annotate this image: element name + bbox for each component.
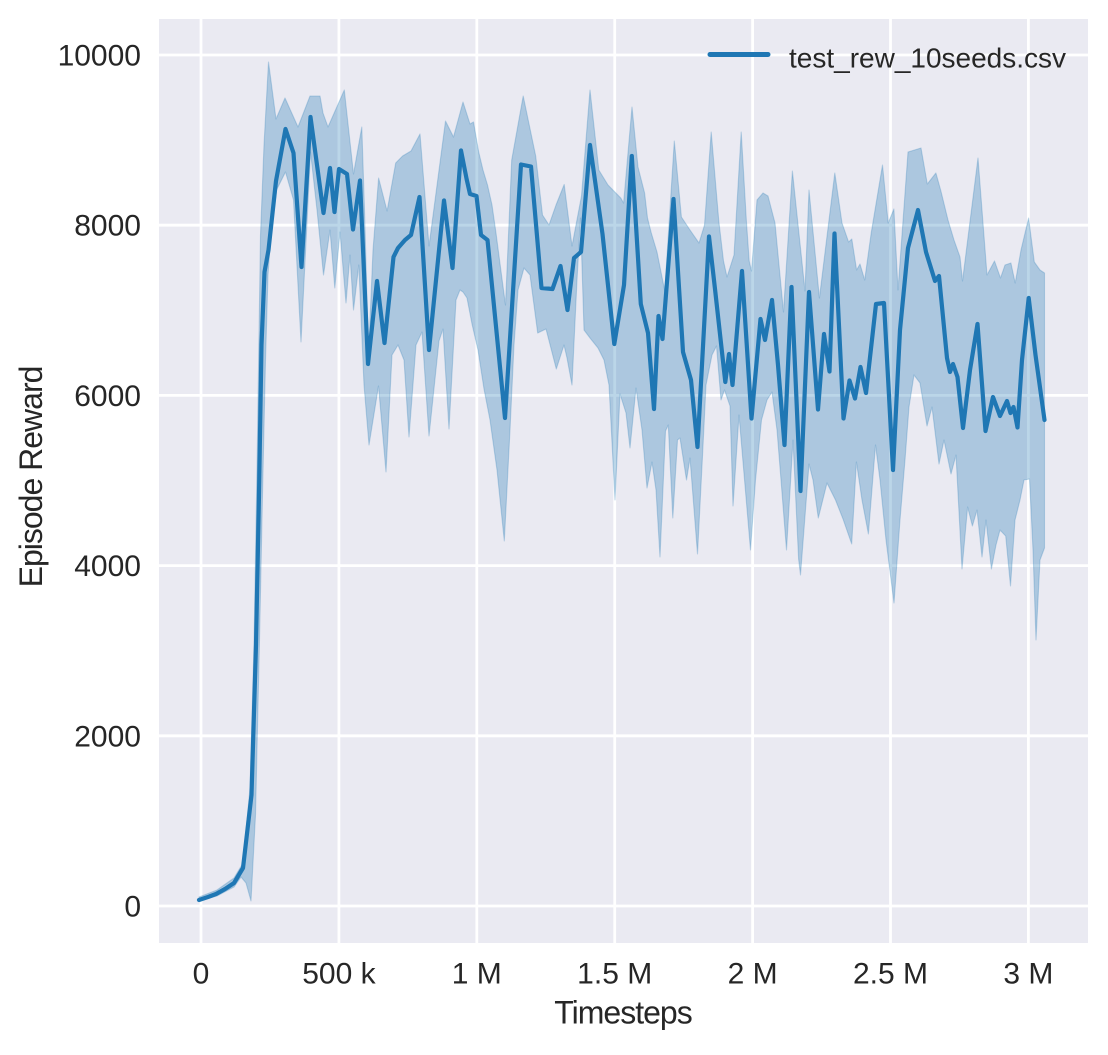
svg-text:500 k: 500 k [302,958,376,991]
svg-text:1 M: 1 M [452,958,502,991]
svg-text:0: 0 [124,891,141,924]
svg-text:2.5 M: 2.5 M [853,958,928,991]
svg-text:1.5 M: 1.5 M [577,958,652,991]
svg-text:Episode Reward: Episode Reward [13,367,49,588]
svg-text:3 M: 3 M [1003,958,1053,991]
svg-text:6000: 6000 [74,380,141,413]
svg-text:Timesteps: Timesteps [554,995,691,1031]
svg-text:test_rew_10seeds.csv: test_rew_10seeds.csv [789,43,1066,74]
svg-text:2 M: 2 M [728,958,778,991]
svg-text:0: 0 [193,958,210,991]
svg-text:8000: 8000 [74,210,141,243]
svg-text:10000: 10000 [58,40,141,73]
svg-text:4000: 4000 [74,550,141,583]
svg-text:2000: 2000 [74,720,141,753]
